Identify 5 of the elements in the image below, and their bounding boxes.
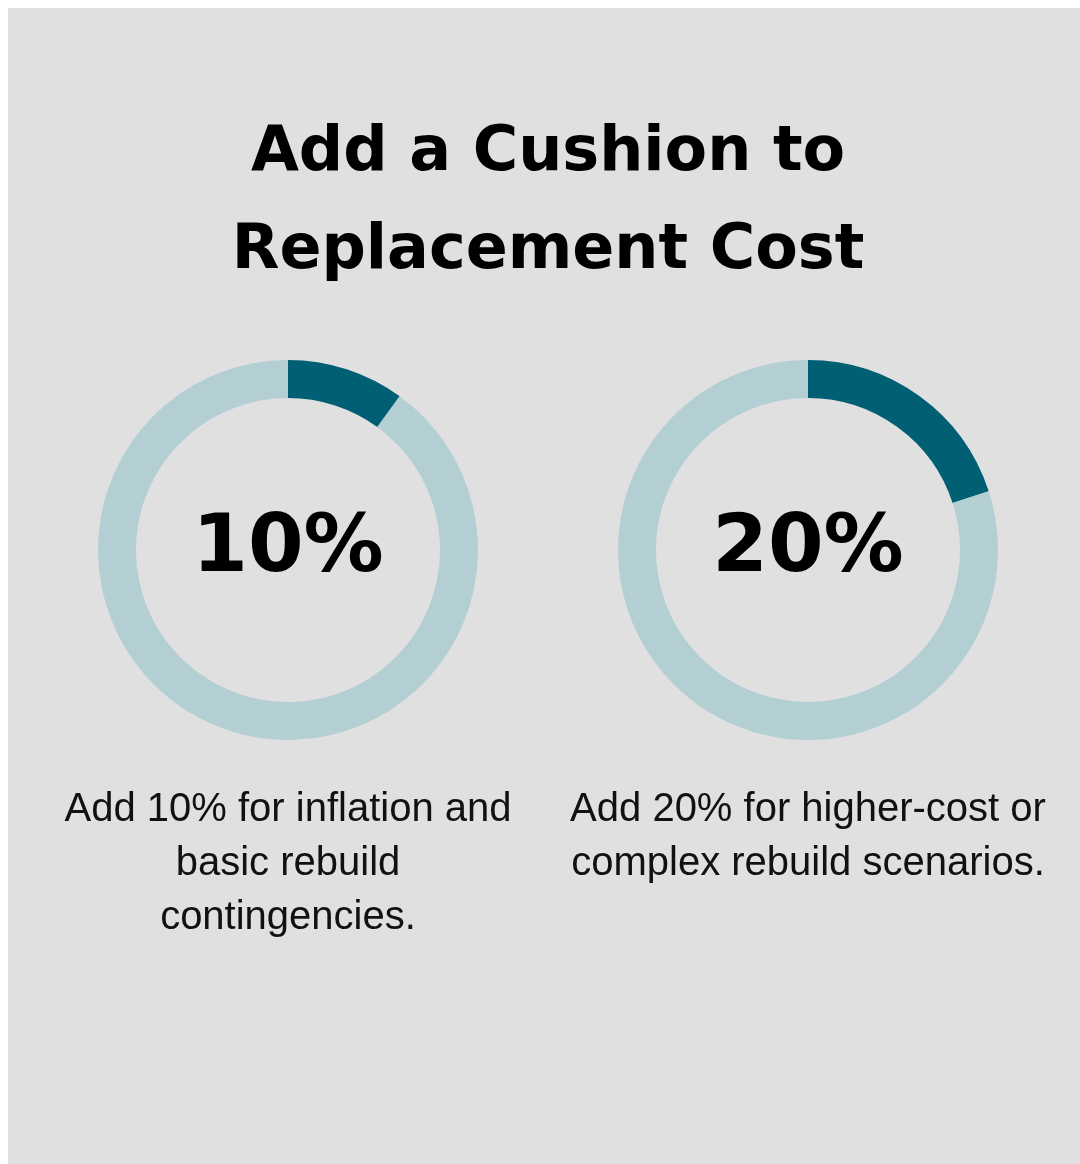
text: Add 20% for higher-cost or complex rebuild scenarios.: [569, 784, 1047, 885]
data-label: 10%: [192, 496, 384, 590]
text: Add 10% for inflation and basic rebuild contingencies.: [63, 784, 513, 939]
chart-title: Add a Cushion to Replacement Cost: [230, 111, 866, 285]
data-label: 20%: [712, 496, 904, 590]
